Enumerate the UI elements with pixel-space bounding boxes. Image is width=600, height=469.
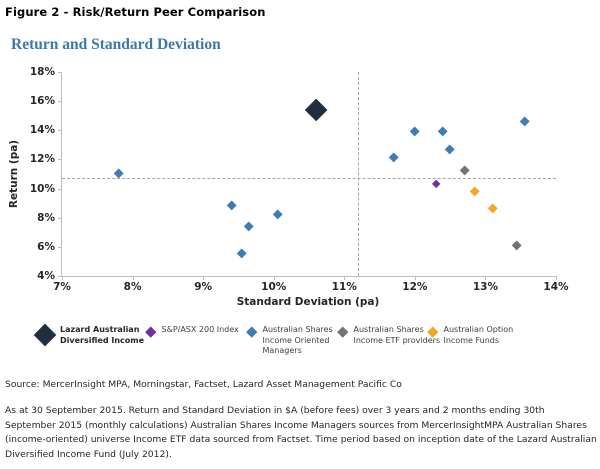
- data-point: [243, 221, 255, 232]
- y-axis-title: Return (pa): [8, 139, 20, 209]
- x-tick-mark: [485, 276, 487, 280]
- x-tick-label: 13%: [472, 281, 498, 293]
- data-point: [271, 209, 283, 221]
- x-tick-label: 10%: [261, 281, 287, 293]
- x-tick-label: 14%: [543, 281, 569, 293]
- legend-item-income-managers: Australian Shares Income Oriented Manage…: [246, 322, 333, 357]
- horizontal-reference-line: [62, 178, 556, 180]
- data-point: [458, 165, 470, 177]
- y-tick-mark: [58, 101, 62, 103]
- x-tick-mark: [62, 276, 63, 280]
- data-point: [226, 200, 237, 212]
- legend-label: Australian Shares Income Oriented Manage…: [262, 325, 333, 355]
- source-note: Source: MercerInsight MPA, Morningstar, …: [5, 379, 402, 390]
- plot-area: 7% 8% 9% 10% 11% 12% 13% 14% 4% 6% 8% 10% 12% 14% 16% 1…: [30, 66, 569, 293]
- diamond-marker-icon: [337, 325, 349, 337]
- footnote-text: As at 30 September 2015. Return and Stan…: [5, 405, 597, 460]
- y-tick-label: 14%: [29, 124, 55, 137]
- legend-item-option-funds: Australian Option Income Funds: [427, 322, 514, 346]
- data-point: [409, 126, 421, 137]
- y-tick-label: 6%: [37, 240, 55, 253]
- legend-label: Australian Shares Income ETF providers: [353, 325, 441, 345]
- chart-legend: Lazard Australian Diversified Income S&P…: [0, 322, 600, 370]
- data-point: [236, 248, 248, 260]
- x-tick-label: 8%: [123, 281, 142, 293]
- diamond-marker-icon: [33, 323, 57, 347]
- x-tick-mark: [132, 276, 134, 280]
- x-tick-label: 9%: [194, 281, 213, 293]
- data-point: [437, 126, 449, 137]
- y-tick-label: 8%: [37, 211, 55, 224]
- data-point: [304, 98, 328, 122]
- y-tick-mark: [58, 72, 62, 73]
- data-point: [487, 203, 498, 215]
- data-point: [469, 186, 481, 197]
- y-tick-label: 12%: [29, 153, 55, 166]
- legend-item-etf-providers: Australian Shares Income ETF providers: [337, 322, 441, 346]
- y-tick-mark: [58, 159, 62, 161]
- figure-title: Figure 2 - Risk/Return Peer Comparison: [5, 5, 266, 19]
- x-tick-mark: [344, 276, 346, 280]
- legend-label: Lazard Australian Diversified Income: [60, 325, 145, 345]
- data-point: [444, 143, 456, 155]
- diamond-marker-icon: [427, 325, 439, 337]
- data-point: [518, 116, 530, 127]
- y-tick-mark: [58, 217, 62, 219]
- diamond-marker-icon: [246, 325, 258, 337]
- y-tick-label: 10%: [29, 182, 55, 195]
- y-tick-mark: [58, 246, 62, 248]
- legend-label: Australian Option Income Funds: [443, 325, 514, 345]
- diamond-marker-icon: [145, 325, 157, 337]
- legend-item-asx200: S&P/ASX 200 Index: [145, 322, 239, 337]
- legend-item-lazard: Lazard Australian Diversified Income: [33, 322, 145, 347]
- data-point: [388, 152, 399, 164]
- data-point: [431, 179, 441, 189]
- x-tick-label: 11%: [331, 281, 357, 293]
- y-tick-mark: [58, 130, 62, 132]
- chart-title: Return and Standard Deviation: [11, 36, 221, 53]
- y-tick-mark: [58, 188, 62, 190]
- x-tick-mark: [203, 276, 205, 280]
- legend-label: S&P/ASX 200 Index: [161, 325, 239, 334]
- vertical-reference-line: [358, 72, 360, 276]
- x-tick-mark: [273, 276, 275, 280]
- y-tick-label: 4%: [37, 270, 55, 282]
- x-tick-mark: [414, 276, 416, 280]
- data-point: [511, 240, 523, 251]
- x-tick-label: 12%: [402, 281, 428, 293]
- y-tick-label: 18%: [29, 66, 55, 78]
- x-axis-title: Standard Deviation (pa): [236, 296, 380, 308]
- y-tick-label: 16%: [29, 95, 55, 108]
- x-tick-label: 7%: [53, 281, 71, 293]
- y-tick-mark: [58, 276, 62, 277]
- x-tick-mark: [556, 276, 557, 280]
